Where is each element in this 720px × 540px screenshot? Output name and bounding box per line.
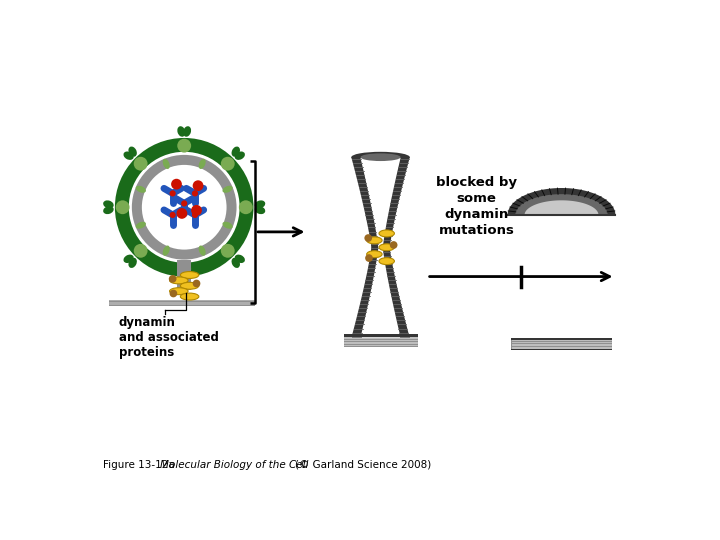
- Circle shape: [176, 208, 187, 219]
- Circle shape: [168, 275, 176, 283]
- Ellipse shape: [124, 254, 134, 263]
- Circle shape: [142, 165, 227, 249]
- Circle shape: [239, 200, 253, 214]
- Circle shape: [170, 289, 177, 298]
- Circle shape: [193, 180, 204, 191]
- Circle shape: [170, 212, 176, 218]
- Ellipse shape: [379, 258, 395, 265]
- Circle shape: [193, 280, 200, 287]
- Circle shape: [177, 139, 191, 153]
- Ellipse shape: [180, 293, 199, 300]
- Ellipse shape: [163, 246, 170, 256]
- Circle shape: [134, 157, 148, 171]
- Ellipse shape: [199, 159, 206, 169]
- Ellipse shape: [163, 159, 170, 169]
- Ellipse shape: [232, 146, 240, 157]
- Circle shape: [116, 200, 130, 214]
- FancyBboxPatch shape: [109, 300, 255, 306]
- Circle shape: [221, 157, 235, 171]
- Ellipse shape: [255, 206, 265, 214]
- Polygon shape: [361, 158, 400, 338]
- Ellipse shape: [135, 186, 146, 193]
- Ellipse shape: [183, 278, 191, 288]
- Ellipse shape: [180, 272, 199, 279]
- Ellipse shape: [103, 200, 114, 208]
- Circle shape: [134, 244, 148, 258]
- Polygon shape: [508, 188, 616, 215]
- Text: dynamin
and associated
proteins: dynamin and associated proteins: [119, 316, 219, 359]
- Text: Molecular Biology of the Cell: Molecular Biology of the Cell: [161, 460, 309, 470]
- Ellipse shape: [128, 146, 137, 157]
- Circle shape: [170, 190, 176, 197]
- Circle shape: [132, 155, 237, 260]
- Ellipse shape: [255, 200, 265, 208]
- Polygon shape: [525, 200, 598, 215]
- Circle shape: [171, 179, 182, 190]
- Ellipse shape: [361, 153, 400, 161]
- Ellipse shape: [170, 277, 188, 284]
- Text: Figure 13-12a: Figure 13-12a: [102, 460, 181, 470]
- Text: blocked by
some
dynamin
mutations: blocked by some dynamin mutations: [436, 177, 517, 238]
- Ellipse shape: [222, 186, 233, 193]
- Ellipse shape: [103, 206, 114, 214]
- Circle shape: [221, 244, 235, 258]
- FancyBboxPatch shape: [511, 340, 611, 349]
- Ellipse shape: [235, 254, 245, 263]
- Polygon shape: [516, 194, 608, 215]
- Ellipse shape: [222, 222, 233, 229]
- FancyBboxPatch shape: [511, 349, 611, 350]
- Polygon shape: [177, 260, 191, 291]
- FancyBboxPatch shape: [343, 334, 418, 347]
- Ellipse shape: [351, 152, 410, 163]
- Ellipse shape: [180, 282, 199, 289]
- FancyBboxPatch shape: [511, 338, 611, 340]
- Ellipse shape: [379, 244, 395, 251]
- Ellipse shape: [170, 288, 188, 295]
- Ellipse shape: [366, 237, 382, 244]
- FancyBboxPatch shape: [343, 334, 418, 336]
- Circle shape: [364, 234, 372, 242]
- Text: (© Garland Science 2008): (© Garland Science 2008): [295, 460, 431, 470]
- Ellipse shape: [177, 126, 185, 137]
- Circle shape: [177, 262, 191, 276]
- Ellipse shape: [183, 126, 191, 137]
- Circle shape: [129, 152, 240, 262]
- Circle shape: [191, 205, 202, 215]
- Ellipse shape: [199, 246, 206, 256]
- Ellipse shape: [135, 222, 146, 229]
- Ellipse shape: [235, 152, 245, 160]
- Circle shape: [115, 138, 253, 276]
- Circle shape: [365, 254, 373, 262]
- Ellipse shape: [379, 230, 395, 237]
- Circle shape: [192, 212, 198, 218]
- Ellipse shape: [232, 258, 240, 268]
- Circle shape: [181, 200, 187, 206]
- Circle shape: [390, 241, 397, 249]
- Ellipse shape: [366, 251, 382, 258]
- Polygon shape: [351, 157, 410, 338]
- Circle shape: [192, 190, 198, 197]
- Ellipse shape: [124, 152, 134, 160]
- Ellipse shape: [177, 278, 185, 288]
- Ellipse shape: [128, 258, 137, 268]
